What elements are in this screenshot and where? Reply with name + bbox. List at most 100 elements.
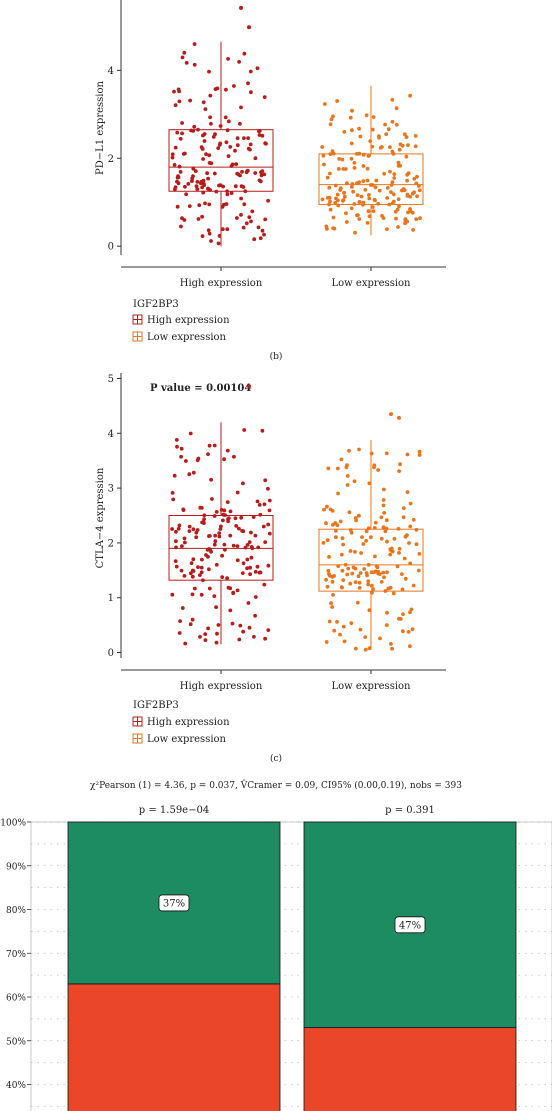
b-point [226,119,231,124]
c-point [336,491,340,496]
bar-1-p-value: p = 1.59e−04 [139,805,209,816]
b-point [406,210,410,215]
svg-text:37%: 37% [163,898,185,909]
b-point [177,164,182,169]
c-point [388,552,393,557]
c-point [192,586,197,591]
c-point [338,519,343,524]
b-point [245,169,250,173]
b-point [239,196,244,201]
c-point [230,621,235,626]
b-point [385,227,389,232]
c-point [356,574,361,579]
pd-l1-x-tick-low: Low expression [332,278,412,289]
c-point [378,636,382,641]
b-point [320,197,325,202]
c-point [392,536,397,541]
c-y-axis: 0 1 2 3 4 5 [108,373,122,659]
ctla-4-y-axis-label: CTLA−4 expression [95,467,106,568]
b-point [404,135,409,140]
b-y-tick-label-2: 4 [108,66,114,77]
b-point [327,202,331,207]
b-point [179,224,183,229]
c-point [357,447,361,452]
c-point [179,454,184,459]
c-point [330,605,335,609]
y-tick-label: 40% [6,1081,26,1091]
b-point [412,176,417,181]
bar-2-p-value: p = 0.391 [385,805,435,816]
b-point [255,66,260,71]
c-point [174,529,178,534]
b-point [262,172,267,177]
c-point [398,617,403,621]
b-point [216,146,221,151]
b-point [176,175,181,180]
b-point [323,102,327,106]
c-point [403,534,408,539]
c-point [202,517,207,521]
b-x-axis [121,266,446,271]
b-point [182,218,187,222]
c-point [414,527,419,532]
b-point [180,55,185,60]
b-point [330,149,335,154]
c-point [324,577,328,582]
b-point [398,142,403,147]
stacked-bar-2: 47% [303,821,517,1111]
pd-l1-plot-axes: 0 2 4 [108,0,446,271]
b-point [206,176,211,181]
c-point [188,431,193,436]
c-point [327,619,332,624]
b-point [196,127,200,132]
c-point [179,446,184,451]
c-point [379,580,384,584]
c-point [267,508,272,513]
b-point [350,128,354,133]
b-point [367,196,372,201]
c-point [367,481,372,486]
b-point [415,194,419,199]
stacked-bar-chart: χ²Pearson (1) = 4.36, p = 0.037, V̂Crame… [0,779,552,1111]
b-point [373,185,378,190]
c-point [400,572,404,576]
b-point [364,113,369,118]
b-point [337,157,342,161]
ctla-4-x-tick-low: Low expression [332,681,412,692]
b-point [332,226,337,231]
c-point [174,438,179,442]
b-point [192,62,197,67]
c-point [370,590,374,595]
c-point [408,524,413,529]
b-point [241,185,246,189]
b-point [418,216,422,221]
c-point [381,525,386,530]
b-point [218,124,223,128]
c-point [345,474,350,478]
b-point [178,136,183,141]
b-point [386,127,391,132]
c-point [348,528,353,532]
c-point [322,507,326,512]
c-point [414,542,419,547]
c-point [241,481,245,486]
b-point [411,228,415,232]
b-point [383,122,387,127]
b-point [250,209,255,214]
c-point [366,526,371,531]
c-point [371,587,375,591]
c-point [369,583,374,588]
b-point [207,231,212,236]
b-point [394,216,398,221]
b-point [173,185,178,190]
c-point [336,466,340,471]
c-point [199,592,204,597]
b-point [370,205,375,209]
b-point [208,188,213,192]
b-point [405,178,409,183]
c-point [386,586,391,591]
b-point [205,171,210,176]
b-point [361,152,366,157]
c-point [396,527,401,531]
c-point [198,635,202,639]
